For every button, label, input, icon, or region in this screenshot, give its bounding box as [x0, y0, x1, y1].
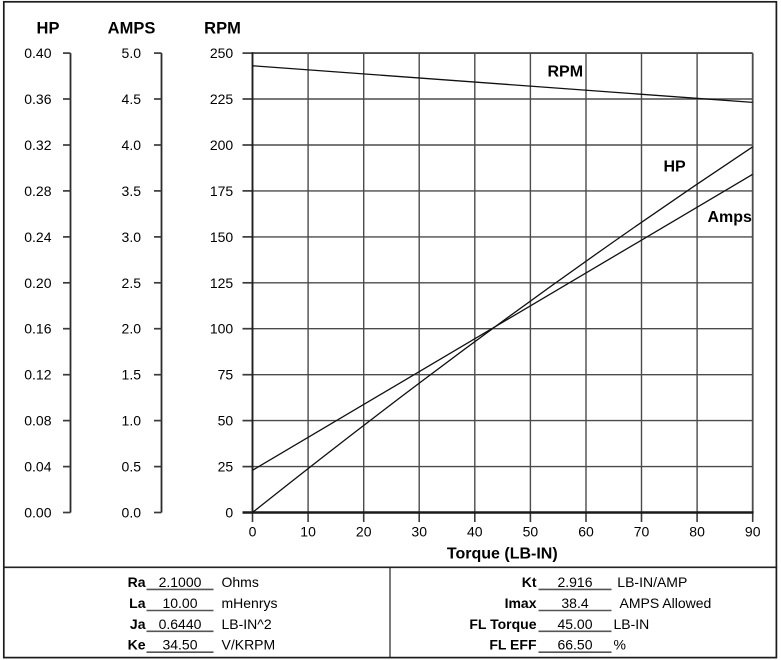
svg-text:150: 150 [210, 229, 234, 245]
svg-text:10.00: 10.00 [162, 595, 197, 611]
svg-text:3.0: 3.0 [122, 229, 142, 245]
svg-text:0.5: 0.5 [122, 459, 142, 475]
svg-text:0.12: 0.12 [24, 367, 51, 383]
svg-text:V/KRPM: V/KRPM [222, 637, 276, 653]
svg-text:Ke: Ke [128, 637, 146, 653]
svg-text:4.0: 4.0 [122, 137, 142, 153]
svg-text:5.0: 5.0 [122, 45, 142, 61]
svg-text:34.50: 34.50 [162, 637, 197, 653]
svg-text:0.0: 0.0 [122, 505, 142, 521]
svg-text:1.5: 1.5 [122, 367, 142, 383]
svg-text:Imax: Imax [505, 595, 537, 611]
svg-text:0.00: 0.00 [24, 505, 51, 521]
svg-text:mHenrys: mHenrys [222, 595, 278, 611]
svg-text:2.1000: 2.1000 [159, 574, 202, 590]
svg-text:0.16: 0.16 [24, 321, 51, 337]
svg-text:Amps: Amps [708, 209, 753, 226]
svg-text:AMPS: AMPS [108, 20, 156, 38]
svg-text:75: 75 [218, 367, 234, 383]
svg-text:4.5: 4.5 [122, 91, 142, 107]
svg-text:40: 40 [467, 523, 483, 539]
svg-text:225: 225 [210, 91, 234, 107]
svg-text:100: 100 [210, 321, 234, 337]
svg-text:0.24: 0.24 [24, 229, 51, 245]
svg-text:Ra: Ra [128, 574, 146, 590]
svg-text:200: 200 [210, 137, 234, 153]
svg-text:250: 250 [210, 45, 234, 61]
svg-text:10: 10 [300, 523, 316, 539]
svg-text:125: 125 [210, 275, 234, 291]
svg-text:Kt: Kt [522, 574, 537, 590]
svg-text:70: 70 [634, 523, 650, 539]
svg-text:0.6440: 0.6440 [159, 616, 202, 632]
svg-text:La: La [129, 595, 146, 611]
svg-text:RPM: RPM [204, 20, 241, 38]
svg-text:90: 90 [745, 523, 761, 539]
svg-text:25: 25 [218, 459, 234, 475]
svg-text:3.5: 3.5 [122, 183, 142, 199]
svg-text:1.0: 1.0 [122, 413, 142, 429]
svg-text:0.32: 0.32 [24, 137, 51, 153]
svg-text:80: 80 [689, 523, 705, 539]
svg-text:LB-IN/AMP: LB-IN/AMP [617, 574, 687, 590]
svg-text:0.08: 0.08 [24, 413, 51, 429]
svg-text:2.916: 2.916 [557, 574, 592, 590]
svg-text:LB-IN: LB-IN [614, 616, 650, 632]
svg-text:%: % [614, 637, 626, 653]
svg-text:0: 0 [249, 523, 257, 539]
svg-text:LB-IN^2: LB-IN^2 [222, 616, 272, 632]
svg-text:FL Torque: FL Torque [469, 616, 536, 632]
svg-text:Torque (LB-IN): Torque (LB-IN) [447, 545, 558, 562]
svg-text:0.04: 0.04 [24, 459, 51, 475]
svg-text:0.28: 0.28 [24, 183, 51, 199]
svg-text:HP: HP [37, 20, 60, 38]
svg-text:0: 0 [225, 505, 233, 521]
svg-text:2.5: 2.5 [122, 275, 142, 291]
svg-text:HP: HP [664, 159, 687, 176]
svg-text:Ja: Ja [130, 616, 146, 632]
svg-text:45.00: 45.00 [557, 616, 592, 632]
svg-text:FL EFF: FL EFF [489, 637, 537, 653]
svg-text:2.0: 2.0 [122, 321, 142, 337]
svg-text:50: 50 [218, 413, 234, 429]
svg-text:66.50: 66.50 [557, 637, 592, 653]
svg-text:38.4: 38.4 [561, 595, 588, 611]
svg-text:RPM: RPM [548, 64, 584, 81]
svg-text:AMPS Allowed: AMPS Allowed [620, 595, 712, 611]
svg-text:0.40: 0.40 [24, 45, 51, 61]
svg-text:175: 175 [210, 183, 234, 199]
svg-text:Ohms: Ohms [222, 574, 259, 590]
svg-text:60: 60 [578, 523, 594, 539]
svg-text:20: 20 [356, 523, 372, 539]
svg-text:0.36: 0.36 [24, 91, 51, 107]
svg-text:30: 30 [411, 523, 427, 539]
svg-text:0.20: 0.20 [24, 275, 51, 291]
svg-text:50: 50 [523, 523, 539, 539]
